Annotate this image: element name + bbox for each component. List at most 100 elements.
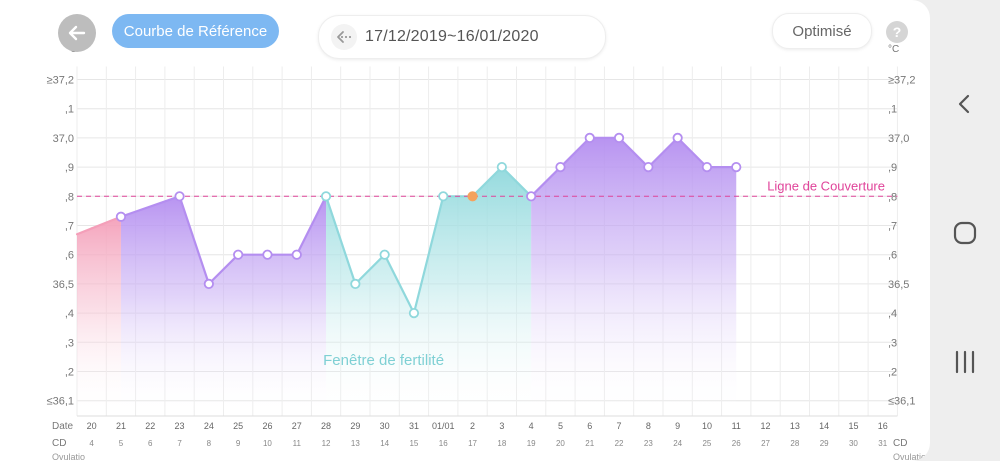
y-tick-label-left: ,7 bbox=[65, 221, 74, 233]
date-tick-label: 21 bbox=[116, 421, 126, 431]
temperature-chart: ≥37,2 ≥37,2,1,137,0 37,0,9,9,8,8,7,7,6,636… bbox=[47, 44, 926, 461]
temperature-line-segment bbox=[90, 215, 123, 230]
temperature-line-segment bbox=[354, 253, 386, 285]
help-button[interactable]: ? bbox=[886, 21, 908, 43]
dotted-arrow-left-icon bbox=[337, 31, 351, 43]
date-tick-label: 2 bbox=[470, 421, 475, 431]
cycle-day-label: 29 bbox=[820, 439, 829, 448]
cycle-day-label: 7 bbox=[177, 439, 182, 448]
temperature-point bbox=[555, 162, 566, 173]
temperature-line-segment bbox=[471, 166, 503, 198]
cycle-day-label: 16 bbox=[439, 439, 448, 448]
date-tick-label: 28 bbox=[321, 421, 331, 431]
coverline-label: Ligne de Couverture bbox=[767, 178, 885, 193]
post-fertile-area bbox=[531, 137, 737, 416]
date-tick-label: 7 bbox=[617, 421, 622, 431]
rounded-square-icon bbox=[953, 221, 977, 245]
previous-cycle-button[interactable] bbox=[331, 24, 357, 50]
y-tick-label-left: ,4 bbox=[65, 308, 74, 320]
date-tick-label: 12 bbox=[761, 421, 771, 431]
cycle-day-label: 27 bbox=[761, 439, 770, 448]
date-tick-label: 22 bbox=[145, 421, 155, 431]
date-row-label: Date bbox=[52, 421, 74, 432]
date-tick-label: 14 bbox=[819, 421, 829, 431]
temperature-point bbox=[320, 191, 332, 202]
date-tick-label: 6 bbox=[587, 421, 592, 431]
temperature-line-segment bbox=[530, 166, 562, 198]
y-tick-label-right: 36,5 bbox=[888, 279, 909, 291]
back-button[interactable] bbox=[58, 14, 96, 52]
temperature-line-segment bbox=[295, 195, 328, 256]
temperature-point bbox=[438, 191, 449, 202]
date-tick-label: 11 bbox=[732, 421, 741, 431]
y-tick-label-right: ,8 bbox=[888, 191, 897, 203]
date-tick-label: 27 bbox=[292, 421, 302, 431]
temperature-point bbox=[408, 307, 420, 319]
date-range-selector[interactable]: 17/12/2019~16/01/2020 bbox=[318, 15, 606, 59]
nav-back-button[interactable] bbox=[930, 79, 1000, 129]
date-range-text: 17/12/2019~16/01/2020 bbox=[365, 28, 539, 45]
optimize-button[interactable]: Optimisé bbox=[772, 13, 872, 49]
temperature-line-segment bbox=[559, 136, 591, 169]
date-tick-label: 30 bbox=[380, 421, 390, 431]
cycle-day-label: 10 bbox=[263, 439, 272, 448]
cycle-day-label: 26 bbox=[732, 439, 741, 448]
cycle-day-label: 5 bbox=[119, 439, 124, 448]
y-tick-label-right: ,1 bbox=[888, 104, 897, 116]
cycle-day-label: 9 bbox=[236, 439, 241, 448]
cycle-day-label: 18 bbox=[497, 439, 506, 448]
y-tick-label-right: ,7 bbox=[888, 221, 897, 233]
temperature-line-segment bbox=[75, 227, 93, 236]
date-tick-label: 15 bbox=[848, 421, 858, 431]
cycle-day-label: 13 bbox=[351, 439, 360, 448]
cycle-day-label: 21 bbox=[585, 439, 594, 448]
y-tick-label-right: ,4 bbox=[888, 308, 897, 320]
cycle-day-label: 15 bbox=[409, 439, 418, 448]
temperature-point bbox=[526, 191, 537, 202]
date-tick-label: 9 bbox=[675, 421, 680, 431]
cycle-day-label: 4 bbox=[89, 439, 94, 448]
temperature-line-segment bbox=[383, 253, 416, 315]
date-tick-label: 16 bbox=[878, 421, 888, 431]
y-tick-label-right: ,6 bbox=[888, 250, 897, 262]
nav-home-button[interactable] bbox=[930, 208, 1000, 258]
temperature-point bbox=[233, 249, 244, 260]
cycle-day-label: 19 bbox=[527, 439, 536, 448]
temperature-point bbox=[496, 162, 507, 173]
fertile-window-area bbox=[326, 167, 532, 416]
temperature-point bbox=[174, 191, 185, 202]
date-tick-label: 13 bbox=[790, 421, 800, 431]
cycle-day-label: 11 bbox=[293, 439, 302, 448]
temperature-line-segment bbox=[500, 166, 533, 198]
temperature-line-segment bbox=[324, 195, 357, 285]
recent-apps-icon bbox=[955, 350, 975, 374]
cycle-day-label: 23 bbox=[644, 439, 653, 448]
y-tick-label-right: ,3 bbox=[888, 337, 897, 349]
temperature-point bbox=[350, 278, 361, 289]
date-tick-label: 24 bbox=[204, 421, 214, 431]
cycle-day-label: 14 bbox=[380, 439, 389, 448]
temperature-point bbox=[262, 249, 273, 260]
reference-curve-button[interactable]: Courbe de Référence bbox=[112, 14, 279, 48]
cycle-day-label: 31 bbox=[878, 439, 887, 448]
cycle-day-label: 30 bbox=[849, 439, 858, 448]
cycle-day-label: 17 bbox=[468, 439, 477, 448]
date-tick-label: 31 bbox=[409, 421, 419, 431]
y-tick-label-left: ,6 bbox=[65, 250, 74, 262]
cycle-day-label: 20 bbox=[556, 439, 565, 448]
temperature-point bbox=[115, 211, 127, 222]
arrow-left-icon bbox=[68, 25, 86, 41]
date-tick-label: 23 bbox=[175, 421, 185, 431]
temperature-point bbox=[643, 162, 654, 173]
temperature-point bbox=[613, 132, 625, 143]
y-tick-label-left: ,2 bbox=[65, 367, 74, 379]
temperature-line-segment bbox=[617, 136, 650, 169]
temperature-point bbox=[701, 162, 713, 173]
date-tick-label: 25 bbox=[233, 421, 243, 431]
chevron-left-icon bbox=[958, 94, 970, 114]
y-tick-label-left: 36,5 bbox=[53, 279, 74, 291]
y-tick-label-left: ,3 bbox=[65, 337, 74, 349]
y-tick-label-left: ≥37,2 bbox=[47, 75, 74, 87]
y-tick-label-right: 37,0 bbox=[888, 133, 909, 145]
nav-recents-button[interactable] bbox=[930, 337, 1000, 387]
